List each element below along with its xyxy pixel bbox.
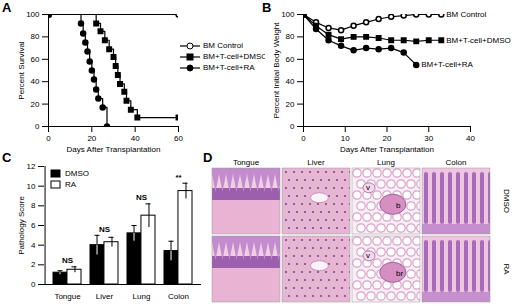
html-text:B: B — [262, 0, 272, 15]
html-text:BM+T-cell+DMSO: BM+T-cell+DMSO — [203, 52, 268, 61]
svg-text:RA: RA — [502, 263, 511, 275]
svg-text:0: 0 — [35, 122, 40, 131]
svg-text:b: b — [396, 201, 401, 210]
svg-text:NS: NS — [99, 225, 111, 234]
svg-text:Liver: Liver — [307, 158, 325, 167]
svg-text:NS: NS — [136, 193, 148, 202]
svg-text:40: 40 — [286, 77, 295, 86]
svg-text:2: 2 — [31, 260, 36, 269]
svg-text:Tongue: Tongue — [54, 292, 81, 301]
svg-text:8: 8 — [31, 201, 36, 210]
svg-text:Tongue: Tongue — [233, 158, 260, 167]
svg-text:0: 0 — [31, 280, 36, 289]
svg-text:40: 40 — [31, 77, 40, 86]
svg-text:Pathology Score: Pathology Score — [17, 196, 26, 255]
svg-text:v: v — [366, 251, 370, 260]
svg-text:Percent Survival: Percent Survival — [17, 41, 26, 99]
svg-text:0: 0 — [290, 122, 295, 131]
svg-text:20: 20 — [286, 100, 295, 109]
html-text:C: C — [2, 150, 12, 165]
svg-text:4: 4 — [31, 241, 36, 250]
svg-text:60: 60 — [31, 55, 40, 64]
svg-text:30: 30 — [424, 134, 433, 143]
svg-text:40: 40 — [131, 134, 140, 143]
svg-text:Lung: Lung — [377, 158, 395, 167]
svg-text:Days After Transplantation: Days After Transplantation — [67, 145, 161, 154]
svg-text:NS: NS — [62, 256, 74, 265]
html-text:DMSO: DMSO — [65, 169, 89, 178]
svg-text:20: 20 — [383, 134, 392, 143]
svg-text:BM+T-cell+RA: BM+T-cell+RA — [421, 60, 473, 69]
svg-text:20: 20 — [31, 100, 40, 109]
html-text:A: A — [2, 0, 12, 15]
svg-text:10: 10 — [341, 134, 350, 143]
svg-text:br: br — [396, 269, 403, 278]
svg-text:0: 0 — [301, 134, 306, 143]
svg-text:80: 80 — [31, 32, 40, 41]
svg-text:BM+T-cell+DMSO: BM+T-cell+DMSO — [446, 36, 510, 45]
svg-text:60: 60 — [174, 134, 183, 143]
html-text:BM Control: BM Control — [203, 41, 243, 50]
html-text:BM+T-cell+RA: BM+T-cell+RA — [203, 63, 255, 72]
svg-text:100: 100 — [281, 10, 295, 19]
svg-text:12: 12 — [27, 162, 36, 171]
svg-text:20: 20 — [87, 134, 96, 143]
svg-text:Colon: Colon — [168, 292, 189, 301]
svg-text:Lung: Lung — [133, 292, 151, 301]
svg-text:Liver: Liver — [96, 292, 114, 301]
html-text:RA: RA — [65, 180, 77, 189]
svg-text:v: v — [366, 183, 370, 192]
svg-text:DMSO: DMSO — [502, 189, 511, 213]
svg-text:6: 6 — [31, 221, 36, 230]
html-text:D: D — [203, 150, 213, 165]
svg-text:80: 80 — [286, 32, 295, 41]
svg-text:60: 60 — [286, 55, 295, 64]
svg-text:40: 40 — [466, 134, 475, 143]
svg-text:Days After Transplantation: Days After Transplantation — [340, 145, 434, 154]
svg-text:100: 100 — [26, 10, 40, 19]
svg-text:BM Control: BM Control — [446, 10, 486, 19]
svg-text:**: ** — [175, 173, 182, 182]
svg-text:10: 10 — [27, 182, 36, 191]
svg-text:0: 0 — [46, 134, 51, 143]
svg-text:Percent Initial Body Weight: Percent Initial Body Weight — [272, 22, 281, 119]
svg-text:Colon: Colon — [446, 158, 467, 167]
